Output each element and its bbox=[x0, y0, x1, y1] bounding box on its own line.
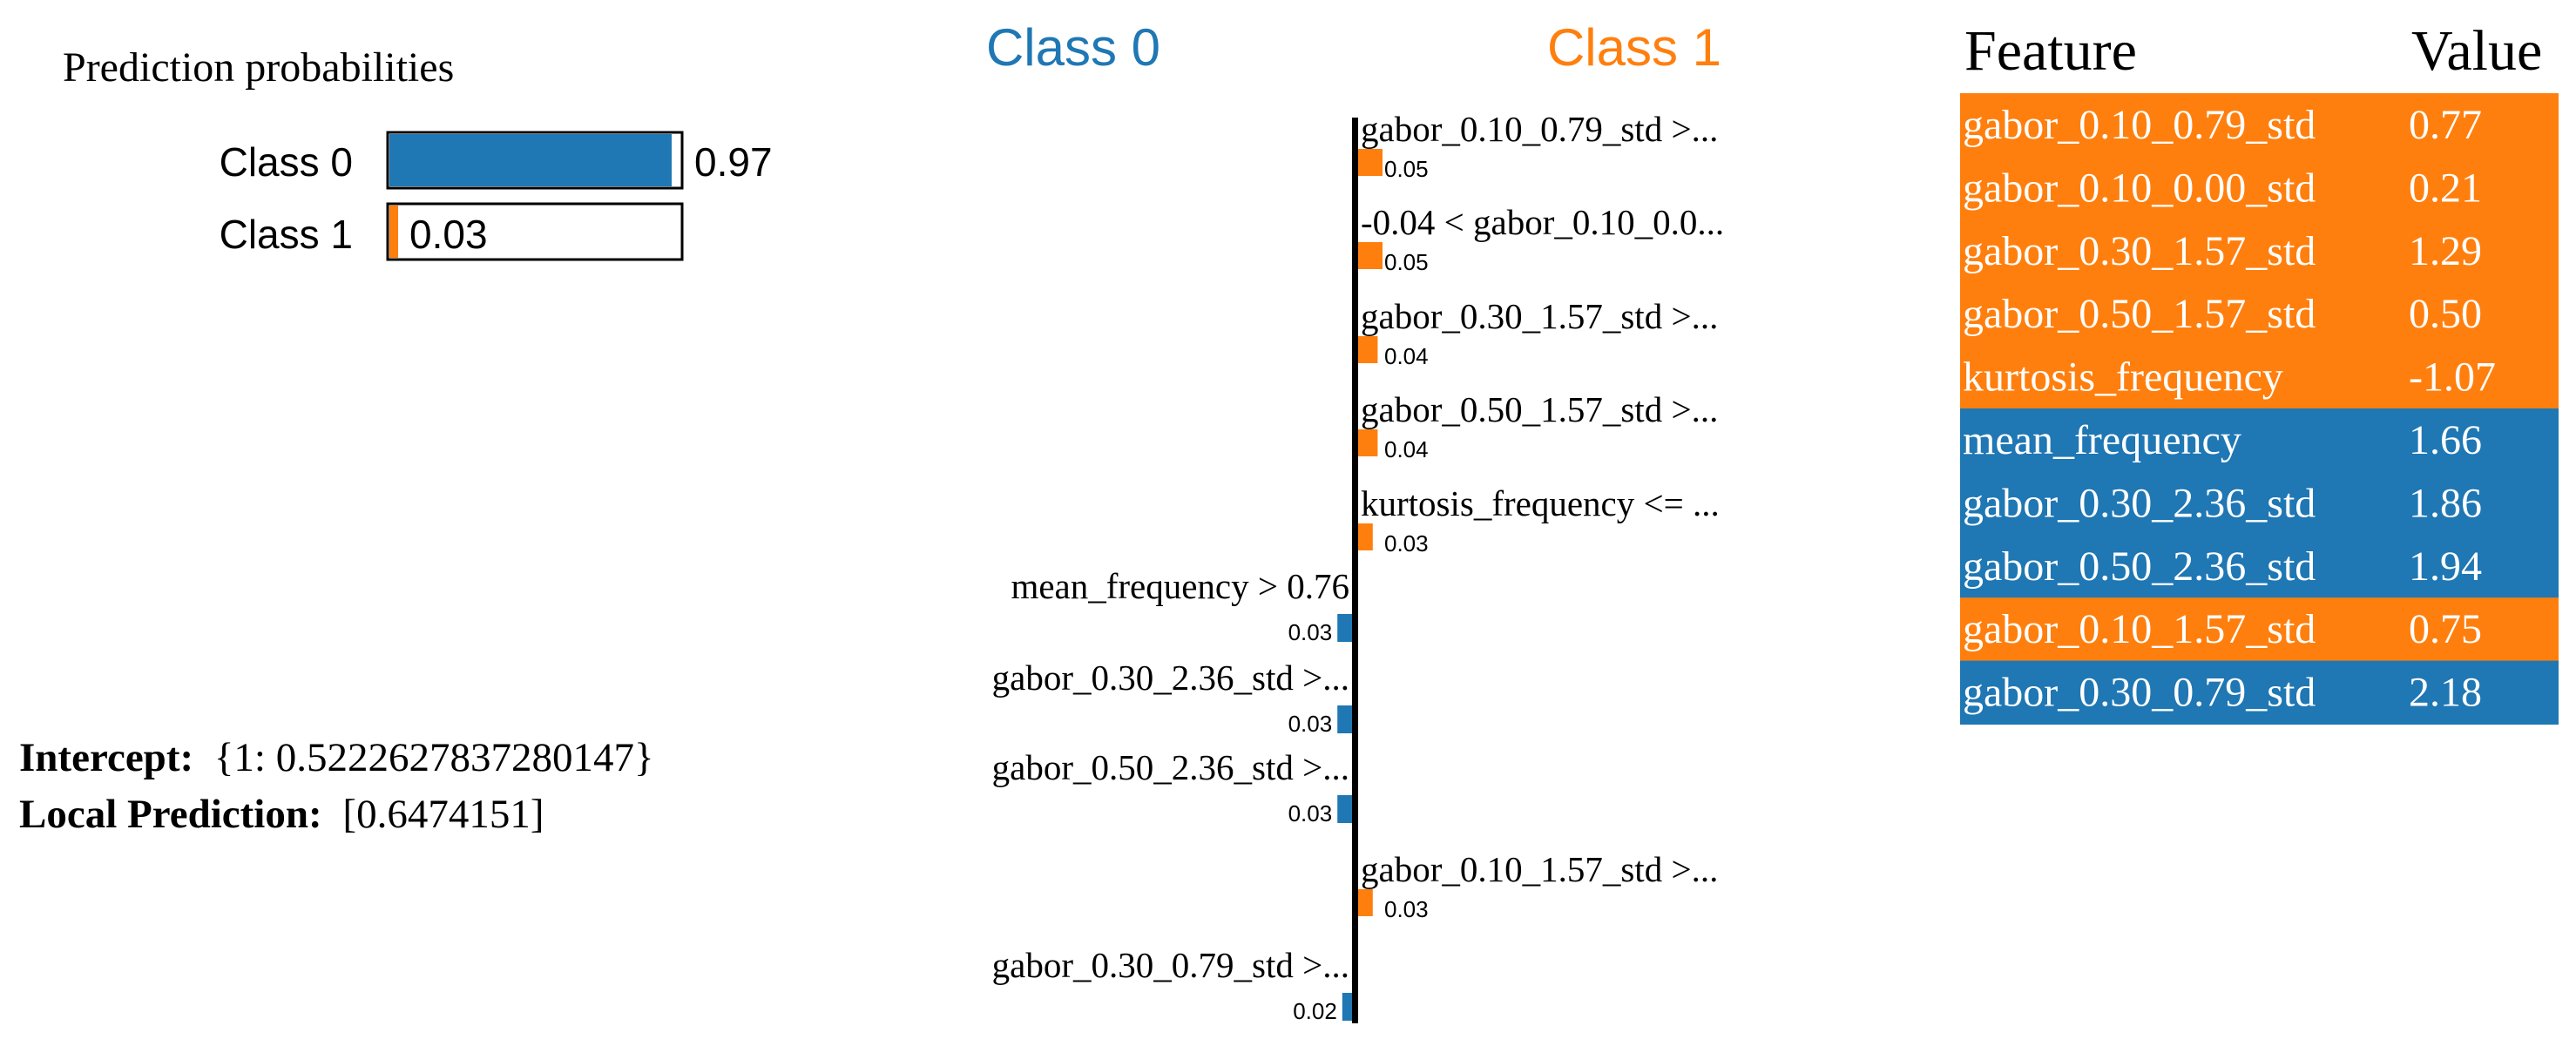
intercept-label: Intercept: bbox=[19, 735, 193, 780]
intercept-value: {1: 0.5222627837280147} bbox=[214, 735, 654, 780]
table-row bbox=[1960, 156, 2559, 220]
chart-feature-label: gabor_0.10_0.79_std >... bbox=[1361, 109, 1718, 149]
table-value-cell: -1.07 bbox=[2409, 354, 2496, 401]
table-row bbox=[1960, 534, 2559, 599]
chart-bar bbox=[1358, 242, 1383, 269]
table-feature-cell: mean_frequency bbox=[1963, 417, 2241, 463]
table-value-cell: 1.86 bbox=[2409, 480, 2482, 526]
table-value-cell: 1.94 bbox=[2409, 543, 2482, 590]
chart-bar-value: 0.03 bbox=[1288, 711, 1333, 737]
prob-value-class0: 0.97 bbox=[694, 139, 773, 185]
table-row bbox=[1960, 597, 2559, 662]
chart-bar-value: 0.05 bbox=[1384, 249, 1429, 275]
chart-feature-label: kurtosis_frequency <= ... bbox=[1361, 483, 1720, 523]
local-prediction-label: Local Prediction: bbox=[19, 792, 322, 837]
table-feature-cell: gabor_0.30_2.36_std bbox=[1963, 480, 2316, 526]
chart-feature-label: gabor_0.50_1.57_std >... bbox=[1361, 389, 1718, 429]
chart-bar-value: 0.04 bbox=[1384, 343, 1429, 369]
chart-bar-value: 0.05 bbox=[1384, 156, 1429, 182]
table-value-cell: 0.50 bbox=[2409, 291, 2482, 337]
table-row bbox=[1960, 408, 2559, 473]
chart-bar bbox=[1358, 889, 1373, 916]
table-header-feature: Feature bbox=[1964, 19, 2137, 83]
chart-bar-value: 0.03 bbox=[1384, 896, 1429, 922]
chart-bar bbox=[1358, 523, 1373, 550]
chart-feature-label: gabor_0.30_1.57_std >... bbox=[1361, 296, 1718, 336]
prob-bar-frame-class1 bbox=[386, 202, 684, 261]
prob-value-class1: 0.03 bbox=[409, 212, 488, 257]
prob-label-class0: Class 0 bbox=[220, 139, 353, 185]
chart-feature-label: -0.04 < gabor_0.10_0.0... bbox=[1361, 202, 1724, 242]
explanation-chart: Class 0 Class 1 gabor_0.10_0.79_std >...… bbox=[986, 18, 1724, 1024]
probabilities-title: Prediction probabilities bbox=[63, 44, 454, 91]
chart-bar bbox=[1337, 614, 1352, 642]
prob-label-class1: Class 1 bbox=[220, 212, 353, 257]
table-row bbox=[1960, 93, 2559, 158]
chart-bar bbox=[1358, 336, 1378, 363]
class0-header: Class 0 bbox=[986, 18, 1160, 77]
chart-feature-label: gabor_0.30_0.79_std >... bbox=[992, 945, 1349, 985]
chart-bar bbox=[1342, 993, 1352, 1021]
chart-bar-value: 0.02 bbox=[1293, 998, 1337, 1024]
class1-header: Class 1 bbox=[1547, 18, 1721, 77]
chart-feature-label: mean_frequency > 0.76 bbox=[1011, 566, 1349, 606]
chart-bar-value: 0.03 bbox=[1384, 530, 1429, 557]
local-prediction-line: Local Prediction: [0.6474151] bbox=[19, 792, 544, 837]
chart-feature-label: gabor_0.30_2.36_std >... bbox=[992, 658, 1349, 698]
chart-bar bbox=[1358, 149, 1383, 176]
table-header-value: Value bbox=[2411, 19, 2542, 83]
table-value-cell: 0.77 bbox=[2409, 102, 2482, 148]
table-feature-cell: gabor_0.30_1.57_std bbox=[1963, 228, 2316, 274]
table-row bbox=[1960, 345, 2559, 409]
chart-center-axis bbox=[1352, 118, 1358, 1023]
model-info: Intercept: {1: 0.5222627837280147} Local… bbox=[19, 735, 654, 837]
prob-bar-class0 bbox=[389, 134, 672, 186]
feature-value-table: Feature Value gabor_0.10_0.79_std 0.77 gab… bbox=[1960, 19, 2559, 725]
table-feature-cell: kurtosis_frequency bbox=[1963, 354, 2283, 401]
table-feature-cell: gabor_0.10_0.79_std bbox=[1963, 102, 2316, 148]
table-value-cell: 0.21 bbox=[2409, 165, 2482, 211]
prediction-probabilities-panel: Prediction probabilities Class 0 0.97 Cl… bbox=[63, 44, 773, 261]
chart-bar-value: 0.04 bbox=[1384, 436, 1429, 462]
chart-bar-value: 0.03 bbox=[1288, 619, 1333, 645]
table-feature-cell: gabor_0.50_2.36_std bbox=[1963, 543, 2316, 590]
table-value-cell: 1.66 bbox=[2409, 417, 2482, 463]
chart-feature-label: gabor_0.50_2.36_std >... bbox=[992, 747, 1349, 787]
table-row bbox=[1960, 660, 2559, 725]
table-feature-cell: gabor_0.10_0.00_std bbox=[1963, 165, 2316, 211]
table-feature-cell: gabor_0.50_1.57_std bbox=[1963, 291, 2316, 337]
intercept-line: Intercept: {1: 0.5222627837280147} bbox=[19, 735, 654, 780]
table-row bbox=[1960, 282, 2559, 347]
table-value-cell: 0.75 bbox=[2409, 606, 2482, 652]
local-prediction-value: [0.6474151] bbox=[342, 792, 544, 837]
chart-bar bbox=[1337, 795, 1352, 823]
chart-bar-value: 0.03 bbox=[1288, 800, 1333, 826]
chart-bar bbox=[1337, 705, 1352, 733]
chart-feature-label: gabor_0.10_1.57_std >... bbox=[1361, 849, 1718, 889]
prob-bar-class1 bbox=[389, 206, 399, 258]
table-feature-cell: gabor_0.30_0.79_std bbox=[1963, 670, 2316, 716]
table-value-cell: 1.29 bbox=[2409, 228, 2482, 274]
table-feature-cell: gabor_0.10_1.57_std bbox=[1963, 606, 2316, 652]
table-row bbox=[1960, 219, 2559, 284]
table-value-cell: 2.18 bbox=[2409, 670, 2482, 716]
table-row bbox=[1960, 471, 2559, 536]
chart-bar bbox=[1358, 429, 1378, 456]
